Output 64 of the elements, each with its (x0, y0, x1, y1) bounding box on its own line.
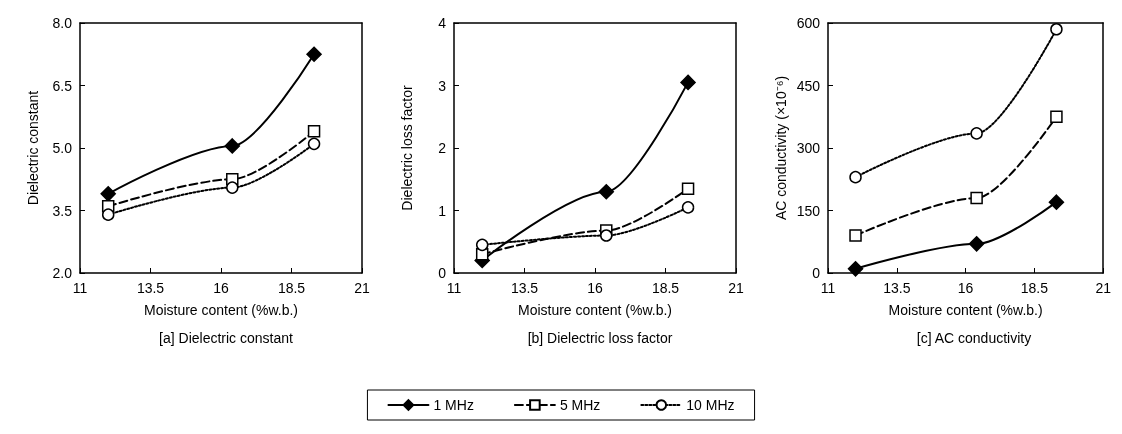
x-tick-label: 21 (354, 280, 370, 296)
x-tick-label: 11 (446, 280, 462, 296)
point (1050, 23, 1063, 36)
point (847, 261, 864, 277)
point (849, 229, 862, 242)
point (600, 229, 613, 242)
y-tick-label: 8.0 (52, 15, 73, 31)
x-axis-title: Moisture content (%w.b.) (517, 302, 673, 318)
legend-label: 10 MHz (686, 397, 735, 413)
x-axis-title: Moisture content (%w.b.) (888, 302, 1043, 318)
text: [a] Dielectric constant (159, 330, 294, 346)
point (306, 46, 322, 62)
point (970, 191, 983, 205)
y-tick-label: 150 (796, 202, 821, 219)
y-tick-label: 3.5 (52, 202, 73, 219)
y-axis-title: Dielectric constant (25, 90, 41, 206)
y-tick-label: 0 (812, 265, 821, 281)
point (970, 127, 983, 140)
x-tick-label: 13.5 (883, 280, 911, 296)
y-tick-label: 450 (796, 77, 821, 94)
y-tick-label: 2 (438, 140, 447, 156)
x-tick-label: 18.5 (277, 280, 306, 296)
x-tick-label: 13.5 (136, 280, 165, 296)
point (307, 137, 321, 151)
point (968, 236, 985, 252)
y-tick-label: 1 (438, 202, 447, 219)
point (100, 186, 116, 202)
x-tick-label: 11 (72, 280, 88, 296)
point (224, 138, 241, 154)
x-tick-label: 13.5 (510, 280, 539, 296)
point (598, 184, 615, 200)
point (681, 201, 695, 214)
y-tick-label: 5.0 (52, 140, 73, 156)
text: [c] AC conductivity (916, 330, 1032, 346)
x-tick-label: 16 (957, 280, 974, 296)
x-tick-label: 21 (1095, 280, 1112, 296)
point (1048, 194, 1065, 210)
point (101, 208, 115, 221)
text: [b] Dielectric loss factor (527, 330, 673, 346)
x-tick-label: 21 (728, 280, 744, 296)
point (1050, 110, 1063, 123)
point (307, 125, 321, 138)
y-tick-label: 6.5 (52, 77, 73, 94)
x-tick-label: 16 (213, 280, 229, 296)
x-tick-label: 18.5 (651, 280, 680, 296)
point (226, 181, 239, 194)
legend-label: 1 MHz (433, 397, 474, 413)
x-axis-title: Moisture content (%w.b.) (143, 302, 299, 318)
point (849, 170, 862, 184)
point (681, 182, 695, 195)
y-tick-label: 600 (796, 15, 821, 31)
y-tick-label: 4 (438, 15, 447, 31)
point (475, 238, 489, 252)
x-tick-label: 18.5 (1020, 280, 1049, 296)
y-tick-label: 300 (796, 140, 821, 156)
x-tick-label: 11 (820, 280, 836, 296)
y-tick-label: 0 (438, 265, 447, 281)
x-tick-label: 16 (587, 280, 603, 296)
legend-label: 5 MHz (559, 397, 601, 413)
y-tick-label: 3 (438, 77, 447, 94)
y-tick-label: 2.0 (52, 265, 73, 281)
y-axis-title: AC conductivity (×10⁻⁶) (773, 75, 789, 221)
point (680, 74, 696, 91)
y-axis-title: Dielectric loss factor (399, 85, 415, 211)
